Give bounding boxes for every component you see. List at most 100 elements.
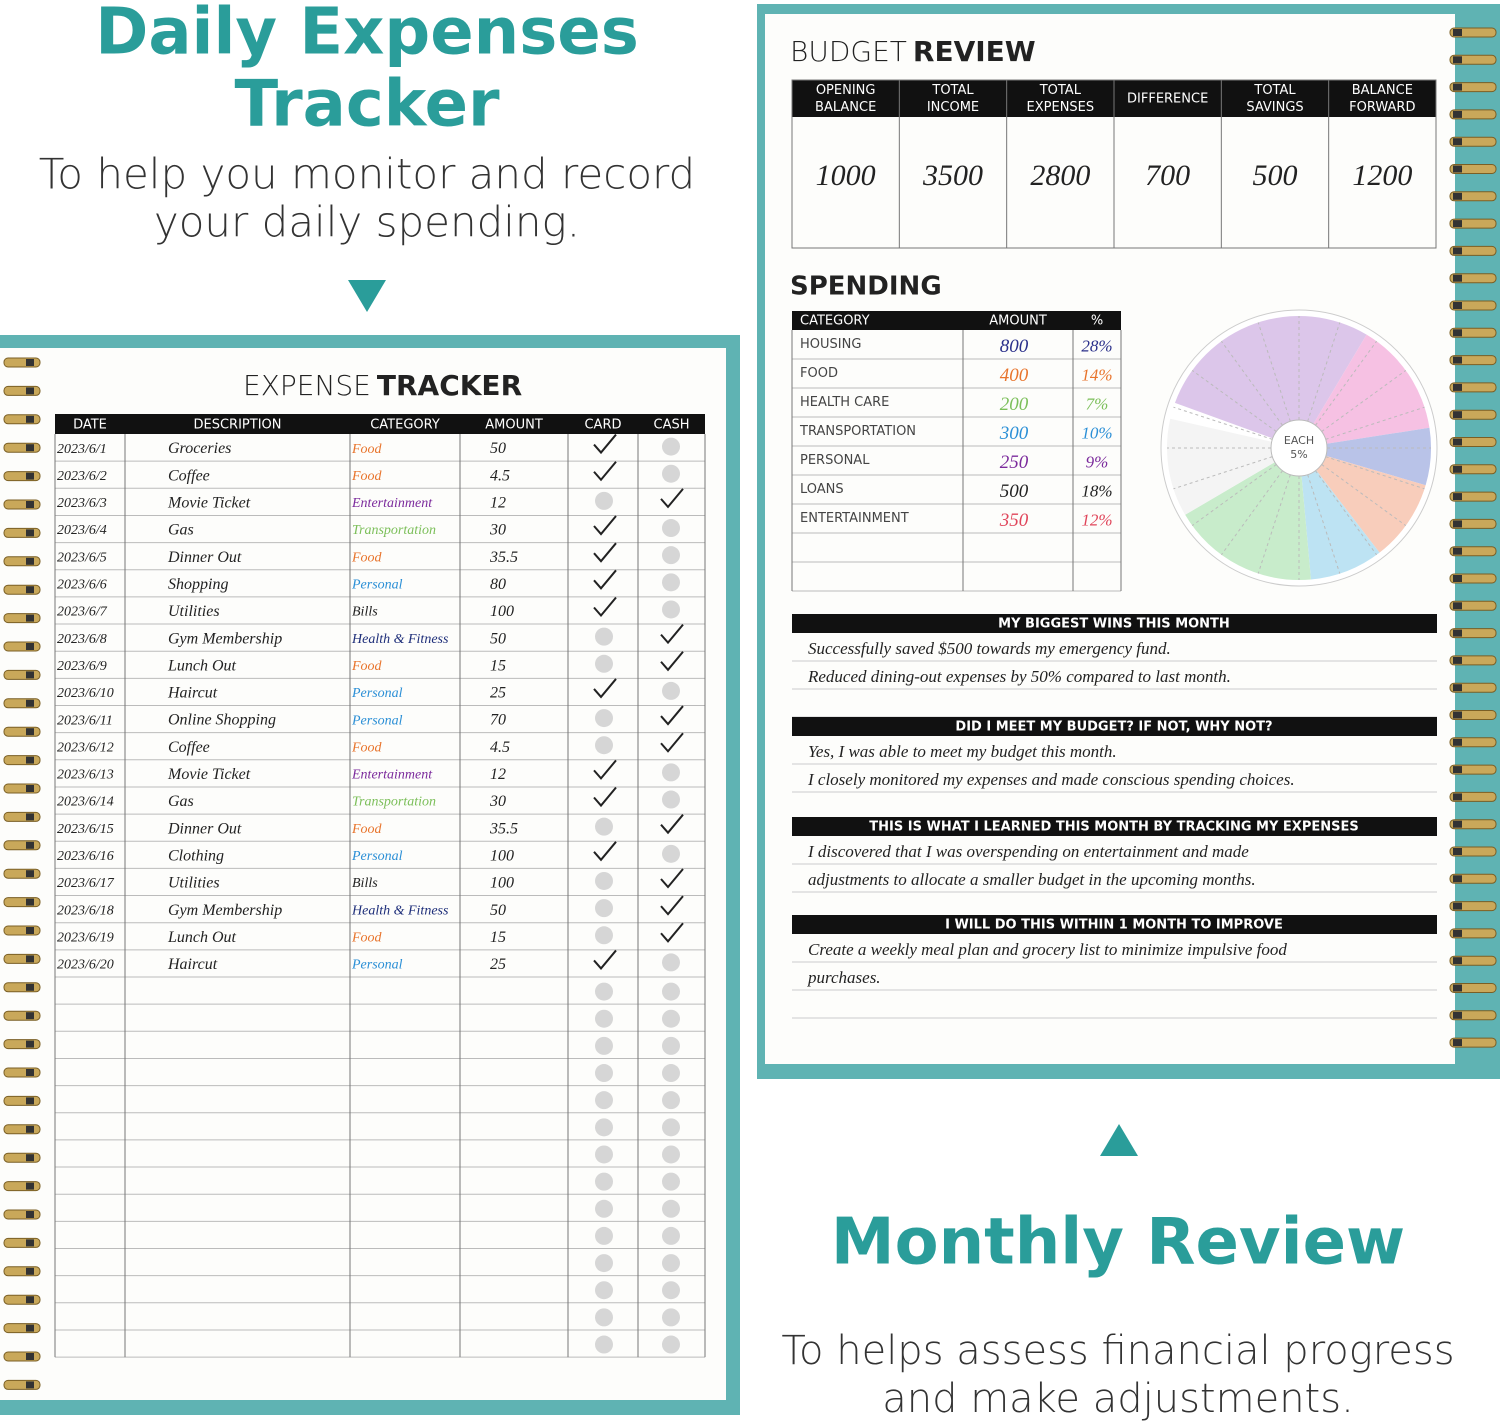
- amount-cell: 30: [489, 793, 506, 810]
- spiral-hole: [1453, 738, 1462, 746]
- spiral-ring: [3, 1351, 41, 1362]
- category-cell: Bills: [352, 876, 378, 891]
- category-cell: Transportation: [352, 523, 436, 538]
- category-cell: Personal: [351, 958, 403, 973]
- checkmark: [593, 786, 617, 808]
- spiral-hole: [1453, 984, 1462, 992]
- spiral-ring: [3, 1209, 41, 1220]
- spiral-hole: [26, 983, 34, 991]
- amount-cell: 15: [490, 657, 506, 674]
- amount-cell: 100: [490, 603, 514, 620]
- note-line: I closely monitored my expenses and made…: [807, 770, 1295, 789]
- spiral-hole: [26, 1069, 34, 1076]
- spiral-hole: [26, 756, 34, 764]
- table-header: [55, 414, 705, 434]
- note-heading: I WILL DO THIS WITHIN 1 MONTH TO IMPROVE: [945, 918, 1283, 933]
- checkmark: [660, 895, 684, 916]
- empty-checkbox: [662, 546, 680, 565]
- spiral-hole: [26, 1267, 34, 1275]
- category-cell: Food: [351, 469, 383, 484]
- category-cell: Food: [351, 822, 383, 837]
- pie-guide: [1221, 340, 1283, 426]
- date-cell: 2023/6/5: [57, 550, 107, 565]
- spiral-ring: [3, 811, 41, 822]
- amount-cell: 35.5: [489, 549, 518, 566]
- spending-header: [792, 311, 1121, 330]
- pie-guide: [1307, 474, 1341, 574]
- category-cell: Entertainment: [351, 496, 433, 511]
- spiral-ring: [3, 925, 41, 936]
- spiral-ring: [3, 1379, 41, 1390]
- category-cell: Food: [351, 740, 383, 755]
- spiral-ring: [3, 641, 41, 652]
- description-cell: Movie Ticket: [167, 495, 251, 512]
- empty-checkbox: [662, 1036, 680, 1055]
- empty-checkbox: [595, 1145, 613, 1164]
- spiral-hole: [1453, 602, 1462, 610]
- spiral-hole: [26, 841, 34, 849]
- spiral-hole: [1453, 684, 1462, 692]
- spiral-hole: [26, 813, 34, 821]
- note-line: adjustments to allocate a smaller budget…: [808, 870, 1256, 889]
- spiral-hole: [1453, 138, 1462, 146]
- description-cell: Gym Membership: [168, 630, 282, 647]
- checkmark: [593, 542, 617, 563]
- amount-cell: 12: [490, 495, 506, 512]
- date-cell: 2023/6/3: [57, 496, 107, 511]
- spiral-hole: [1453, 848, 1462, 855]
- checkmark: [593, 678, 617, 699]
- spiral-hole: [26, 1125, 34, 1133]
- empty-checkbox: [595, 709, 613, 728]
- date-cell: 2023/6/20: [57, 958, 114, 973]
- amount-cell: 100: [490, 847, 514, 864]
- spiral-ring: [3, 1181, 41, 1192]
- empty-checkbox: [595, 1199, 613, 1218]
- spiral-ring: [3, 1323, 41, 1334]
- spending-percent: 18%: [1081, 481, 1112, 500]
- spending-percent: 28%: [1081, 336, 1112, 355]
- checkmark: [593, 759, 617, 780]
- spiral-hole: [26, 643, 34, 650]
- spiral-hole: [26, 898, 34, 906]
- empty-checkbox: [595, 1254, 613, 1273]
- spending-column-header: %: [1091, 314, 1103, 329]
- spiral-ring: [3, 953, 41, 964]
- spiral-hole: [1453, 465, 1462, 473]
- right-promo-subtitle: To helps assess financial progress: [781, 1328, 1454, 1374]
- spiral-ring: [3, 897, 41, 908]
- date-cell: 2023/6/12: [57, 740, 114, 755]
- checkmark: [660, 868, 684, 889]
- empty-checkbox: [662, 982, 680, 1001]
- spiral-hole: [26, 1239, 34, 1247]
- note-line: I discovered that I was overspending on …: [807, 842, 1249, 861]
- spiral-hole: [1453, 220, 1462, 228]
- spiral-hole: [1453, 329, 1462, 337]
- description-cell: Haircut: [167, 956, 218, 973]
- column-header: CATEGORY: [370, 418, 440, 433]
- spiral-hole: [1453, 820, 1462, 828]
- checkmark: [660, 922, 684, 943]
- spiral-hole: [1453, 192, 1462, 200]
- empty-checkbox: [662, 1254, 680, 1273]
- tracker-title: EXPENSE TRACKER: [243, 369, 522, 402]
- spiral-hole: [1453, 356, 1462, 364]
- spending-category: TRANSPORTATION: [799, 424, 916, 439]
- empty-checkbox: [662, 844, 680, 863]
- spiral-ring: [3, 698, 41, 709]
- empty-checkbox: [662, 600, 680, 619]
- note-header: [792, 717, 1437, 736]
- pie-guide: [1325, 456, 1425, 490]
- spiral-hole: [1453, 1011, 1462, 1019]
- description-cell: Groceries: [168, 440, 231, 457]
- spending-amount: 500: [1000, 481, 1029, 502]
- right-promo-title: Monthly Review: [831, 1206, 1405, 1280]
- amount-cell: 4.5: [490, 467, 510, 484]
- spiral-hole: [26, 557, 34, 565]
- description-cell: Shopping: [168, 576, 228, 593]
- empty-checkbox: [662, 1199, 680, 1218]
- spending-amount: 250: [1000, 452, 1029, 473]
- description-cell: Lunch Out: [167, 657, 237, 674]
- pie-guide: [1191, 464, 1277, 526]
- date-cell: 2023/6/17: [57, 876, 115, 891]
